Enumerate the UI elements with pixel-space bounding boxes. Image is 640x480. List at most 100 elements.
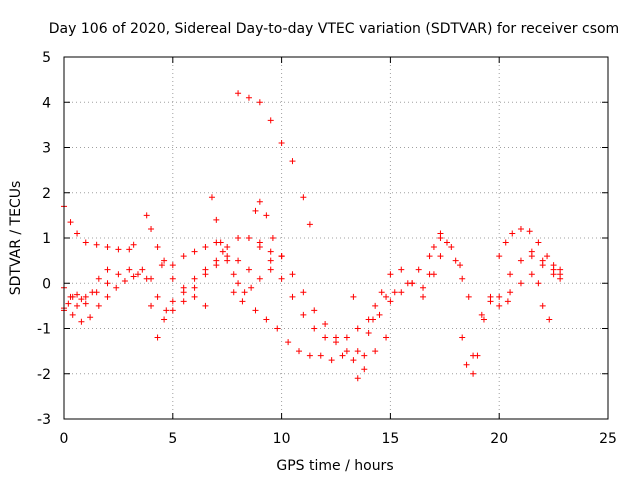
data-point xyxy=(95,275,102,282)
y-tick-label: -2 xyxy=(37,367,51,383)
data-point xyxy=(115,271,122,278)
data-point xyxy=(457,262,464,269)
data-point xyxy=(354,325,361,332)
data-point xyxy=(420,284,427,291)
data-point xyxy=(245,266,252,273)
data-point xyxy=(104,266,111,273)
data-point xyxy=(191,284,198,291)
data-point xyxy=(126,266,133,273)
data-point xyxy=(496,293,503,300)
data-point xyxy=(154,334,161,341)
data-point xyxy=(487,293,494,300)
data-point xyxy=(274,325,281,332)
series-sat-n xyxy=(350,253,444,382)
data-point xyxy=(139,266,146,273)
data-point xyxy=(154,293,161,300)
data-point xyxy=(459,334,466,341)
data-point xyxy=(69,293,76,300)
data-point xyxy=(387,271,394,278)
x-tick-label: 10 xyxy=(273,431,291,447)
data-point xyxy=(383,293,390,300)
data-point xyxy=(219,248,226,255)
data-point xyxy=(180,253,187,260)
data-point xyxy=(213,216,220,223)
series-sat-p xyxy=(420,230,472,300)
data-point xyxy=(154,244,161,251)
data-point xyxy=(350,357,357,364)
data-point xyxy=(224,257,231,264)
data-point xyxy=(528,248,535,255)
data-point xyxy=(158,262,165,269)
data-point xyxy=(463,361,470,368)
data-point xyxy=(378,289,385,296)
data-point xyxy=(87,314,94,321)
data-point xyxy=(470,352,477,359)
data-point xyxy=(235,257,242,264)
data-point xyxy=(557,266,564,273)
data-point xyxy=(443,239,450,246)
data-point xyxy=(509,230,516,237)
x-tick-label: 5 xyxy=(168,431,177,447)
data-point xyxy=(74,291,81,298)
x-axis-label: GPS time / hours xyxy=(276,458,393,474)
data-point xyxy=(452,257,459,264)
data-point xyxy=(365,330,372,337)
data-point xyxy=(104,293,111,300)
data-point xyxy=(224,244,231,251)
data-point xyxy=(289,293,296,300)
data-point xyxy=(426,253,433,260)
data-point xyxy=(267,266,274,273)
data-point xyxy=(278,139,285,146)
data-point xyxy=(217,239,224,246)
data-point xyxy=(267,257,274,264)
data-point xyxy=(306,352,313,359)
x-tick-label: 25 xyxy=(599,431,617,447)
data-point xyxy=(398,289,405,296)
data-point xyxy=(383,334,390,341)
data-point xyxy=(121,277,128,284)
data-point xyxy=(361,366,368,373)
data-point xyxy=(263,212,270,219)
data-point xyxy=(391,289,398,296)
data-point xyxy=(148,275,155,282)
data-point xyxy=(296,348,303,355)
data-point xyxy=(528,271,535,278)
series-sat-q xyxy=(459,293,511,377)
data-point xyxy=(504,298,511,305)
data-point xyxy=(65,300,72,307)
y-tick-label: 0 xyxy=(42,276,51,292)
data-point xyxy=(82,239,89,246)
data-point xyxy=(517,280,524,287)
data-point xyxy=(300,289,307,296)
data-point xyxy=(470,370,477,377)
data-point xyxy=(550,271,557,278)
data-point xyxy=(126,246,133,253)
data-point xyxy=(459,275,466,282)
data-point xyxy=(339,352,346,359)
data-point xyxy=(465,293,472,300)
series-sat-t xyxy=(507,253,553,323)
series-sat-l xyxy=(230,289,390,373)
data-point xyxy=(252,207,259,214)
data-point xyxy=(95,302,102,309)
y-tick-label: 2 xyxy=(42,186,51,202)
data-point xyxy=(245,235,252,241)
series-sat-f xyxy=(148,253,252,314)
axis-ticks: 0 5 10 15 20 25 -3 -2 -1 0 1 2 3 4 5 xyxy=(37,50,617,447)
data-point xyxy=(161,257,168,264)
data-point xyxy=(369,316,376,323)
data-point xyxy=(89,289,96,296)
data-point xyxy=(322,334,329,341)
data-point xyxy=(267,117,274,124)
series-sat-r xyxy=(470,262,564,359)
data-point xyxy=(317,352,324,359)
data-point xyxy=(372,348,379,355)
data-point xyxy=(245,94,252,101)
data-point xyxy=(278,275,285,282)
data-point xyxy=(169,298,176,305)
data-point xyxy=(256,99,263,106)
data-point xyxy=(256,244,263,251)
data-point xyxy=(230,289,237,296)
data-point xyxy=(202,244,209,251)
